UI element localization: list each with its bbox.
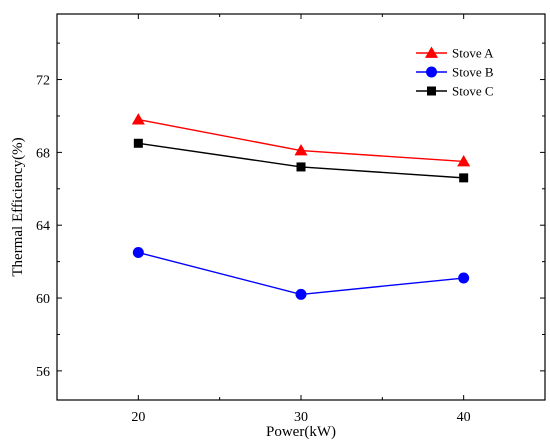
legend-marker bbox=[425, 46, 438, 58]
series-line bbox=[138, 251, 464, 296]
legend-label: Stove B bbox=[452, 65, 494, 80]
series-stove-a bbox=[131, 113, 471, 167]
legend-label: Stove A bbox=[452, 46, 494, 61]
legend-item: Stove C bbox=[416, 84, 494, 99]
legend-marker bbox=[427, 86, 436, 96]
legend-label: Stove C bbox=[452, 84, 494, 99]
x-tick-label: 20 bbox=[131, 410, 145, 425]
y-tick-label: 64 bbox=[36, 219, 50, 234]
legend-item: Stove A bbox=[416, 46, 494, 61]
series-stove-c bbox=[133, 138, 469, 183]
data-point bbox=[459, 173, 469, 183]
axis-ticks: 20 30 40 56 60 64 68 72 bbox=[36, 14, 545, 425]
data-point bbox=[132, 247, 144, 259]
y-tick-label: 60 bbox=[36, 292, 50, 307]
x-axis-label: Power(kW) bbox=[266, 424, 336, 440]
x-tick-label: 40 bbox=[457, 410, 471, 425]
y-tick-label: 56 bbox=[36, 365, 50, 380]
data-point bbox=[295, 288, 307, 300]
y-tick-label: 68 bbox=[36, 146, 50, 161]
data-point bbox=[294, 144, 308, 156]
x-tick-label: 30 bbox=[294, 410, 308, 425]
data-point bbox=[457, 154, 471, 167]
data-point bbox=[133, 138, 143, 148]
legend-item: Stove B bbox=[416, 65, 494, 80]
y-axis-label: Thermal Efficiency(%) bbox=[10, 137, 26, 276]
legend: Stove A Stove B Stove C bbox=[416, 46, 494, 99]
data-point bbox=[131, 113, 145, 125]
series-stove-b bbox=[132, 247, 470, 300]
series-layer bbox=[131, 113, 471, 300]
data-point bbox=[458, 272, 470, 284]
y-tick-label: 72 bbox=[36, 74, 50, 89]
legend-marker bbox=[426, 66, 437, 78]
data-point bbox=[296, 162, 306, 172]
